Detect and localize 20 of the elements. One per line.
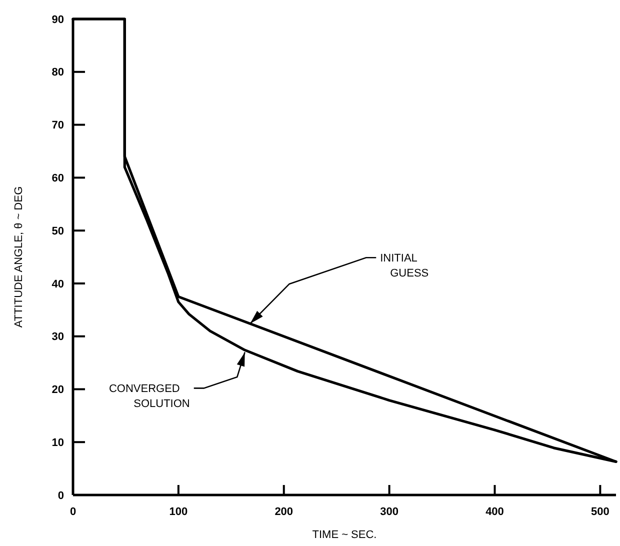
x-tick-label: 500 (591, 506, 610, 518)
annotation: INITIAL GUESS (380, 252, 429, 280)
x-tick-label: 0 (70, 506, 76, 518)
y-tick-label: 30 (52, 331, 64, 344)
y-tick-label: 60 (52, 172, 64, 185)
x-tick-label: 300 (380, 506, 398, 518)
y-tick-label: 0 (58, 490, 64, 502)
y-tick-label: 70 (52, 120, 64, 132)
y-tick-label: 50 (52, 225, 64, 238)
x-tick-label: 200 (274, 506, 294, 518)
y-tick-label: 20 (52, 384, 64, 396)
x-axis-title: TIME ~ SEC. (312, 529, 377, 541)
annotation: CONVERGED SOLUTION (108, 383, 190, 410)
x-tick-label: 400 (486, 506, 504, 518)
x-tick-label: 100 (169, 506, 188, 518)
y-axis-title: ATTITUDE ANGLE, θ ~ DEG (13, 186, 25, 328)
y-tick-label: 90 (52, 14, 64, 26)
y-tick-label: 40 (52, 278, 64, 290)
y-tick-label: 80 (52, 66, 64, 79)
y-tick-label: 10 (52, 436, 64, 449)
